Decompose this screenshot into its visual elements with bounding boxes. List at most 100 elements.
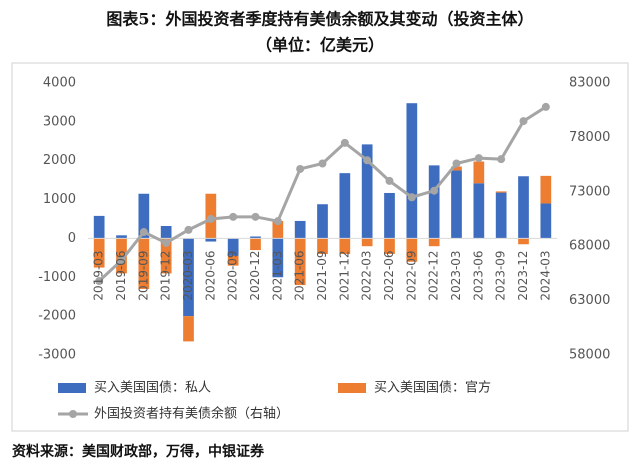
line-marker xyxy=(474,154,483,163)
x-tick-label: 2021-12 xyxy=(337,250,351,300)
bar xyxy=(473,183,485,239)
y2-tick-label: 68000 xyxy=(569,239,610,254)
line-marker xyxy=(452,159,461,168)
bar xyxy=(428,165,440,239)
x-tick-label: 2023-06 xyxy=(471,250,485,300)
line-marker xyxy=(407,193,416,202)
bar xyxy=(317,238,328,254)
line-marker xyxy=(251,212,260,221)
y2-tick-label: 58000 xyxy=(569,348,610,363)
x-tick-label: 2020-06 xyxy=(203,250,217,300)
line-marker xyxy=(229,212,238,221)
line-marker xyxy=(184,225,193,234)
y2-tick-label: 63000 xyxy=(569,293,610,308)
x-tick-label: 2023-09 xyxy=(494,250,508,300)
y-tick-label: 0 xyxy=(68,231,76,246)
line-marker xyxy=(318,159,327,168)
y-tick-label: 1000 xyxy=(43,192,76,207)
bar xyxy=(451,170,462,239)
x-tick-label: 2022-03 xyxy=(360,250,374,300)
legend-swatch xyxy=(58,383,86,393)
line-marker xyxy=(95,277,104,286)
x-tick-label: 2020-09 xyxy=(226,250,240,300)
bar xyxy=(361,238,373,247)
bar xyxy=(93,238,105,268)
x-tick-label: 2022-09 xyxy=(404,250,418,300)
line-marker xyxy=(296,164,305,173)
chart-frame xyxy=(11,62,629,432)
bar xyxy=(93,215,105,239)
bar xyxy=(160,238,172,274)
bar xyxy=(518,238,529,245)
line-marker xyxy=(541,102,550,111)
y2-tick-label: 83000 xyxy=(569,76,610,91)
y-tick-label: -3000 xyxy=(38,348,76,363)
y-tick-label: 3000 xyxy=(43,114,76,129)
bar xyxy=(250,236,261,239)
y-tick-label: 4000 xyxy=(43,76,76,91)
bar xyxy=(294,220,306,239)
bar xyxy=(495,191,507,193)
legend-label: 买入美国国债：官方 xyxy=(374,380,491,396)
bar xyxy=(406,238,418,262)
line-marker xyxy=(117,256,126,265)
line-marker xyxy=(519,117,528,126)
line-marker xyxy=(497,155,506,164)
bar xyxy=(205,238,217,242)
x-tick-label: 2019-03 xyxy=(92,250,106,300)
y2-tick-label: 78000 xyxy=(569,130,610,145)
bar xyxy=(406,103,418,239)
y-tick-label: -1000 xyxy=(38,270,76,285)
legend-label: 买入美国国债：私人 xyxy=(94,381,211,396)
y-tick-label: -2000 xyxy=(38,309,76,324)
line-marker xyxy=(430,186,439,195)
bar xyxy=(250,238,261,251)
bar xyxy=(361,144,373,239)
chart-subtitle: （单位：亿美元） xyxy=(256,36,384,55)
line-marker xyxy=(139,228,148,237)
bar xyxy=(272,220,284,239)
source-note: 资料来源：美国财政部，万得，中银证券 xyxy=(12,443,265,460)
x-tick-label: 2019-06 xyxy=(114,250,128,300)
legend-label: 外国投资者持有美债余额（右轴） xyxy=(94,406,289,422)
x-tick-label: 2022-12 xyxy=(427,250,441,300)
x-tick-label: 2020-03 xyxy=(181,250,195,300)
x-tick-label: 2021-03 xyxy=(270,250,284,300)
bar xyxy=(540,175,552,204)
bar xyxy=(272,238,284,278)
x-tick-label: 2022-06 xyxy=(382,250,396,300)
x-tick-label: 2019-12 xyxy=(159,250,173,300)
bar xyxy=(518,176,529,239)
line-marker xyxy=(340,138,349,147)
line-marker xyxy=(162,238,171,247)
bar xyxy=(227,238,239,256)
bar xyxy=(451,166,462,171)
line-marker xyxy=(206,215,215,223)
x-tick-label: 2020-12 xyxy=(248,250,262,300)
bar xyxy=(384,192,395,239)
bar xyxy=(183,316,194,342)
bar xyxy=(116,235,127,239)
bar xyxy=(384,238,395,254)
x-tick-label: 2023-03 xyxy=(449,250,463,300)
legend-swatch xyxy=(338,383,366,393)
bar xyxy=(317,204,328,239)
bar xyxy=(428,238,440,247)
bar xyxy=(294,238,306,286)
bar xyxy=(473,161,485,184)
legend-swatch xyxy=(69,410,77,418)
x-tick-label: 2023-12 xyxy=(516,250,530,300)
bar xyxy=(227,255,239,266)
bar xyxy=(116,238,127,274)
x-tick-label: 2021-09 xyxy=(315,250,329,300)
bar xyxy=(339,238,351,254)
line-marker xyxy=(273,217,282,226)
bar xyxy=(183,238,194,317)
line-marker xyxy=(385,176,394,185)
chart-title: 图表5：外国投资者季度持有美债余额及其变动（投资主体） xyxy=(106,10,533,29)
bar xyxy=(540,203,552,239)
x-tick-label: 2019-09 xyxy=(136,250,150,300)
bar xyxy=(495,192,507,239)
bar xyxy=(160,225,172,239)
